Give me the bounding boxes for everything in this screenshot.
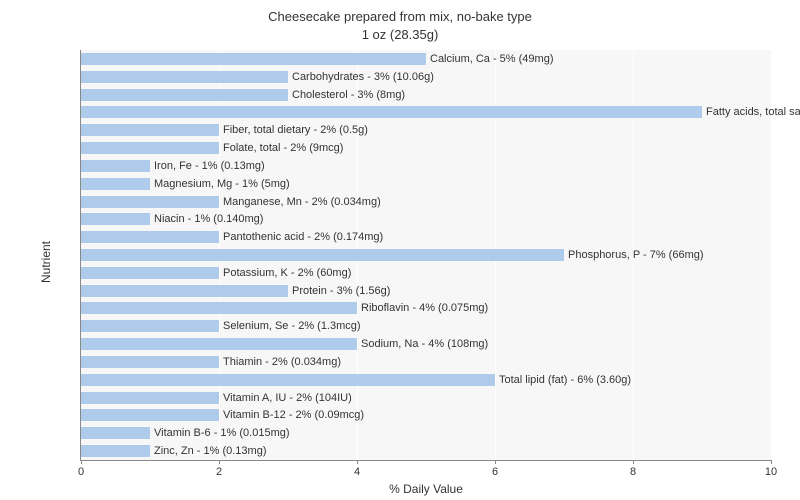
bar-row: Manganese, Mn - 2% (0.034mg): [81, 195, 771, 209]
bar: [81, 142, 219, 154]
bar: [81, 124, 219, 136]
bar-label: Fatty acids, total saturated - 9% (1.897…: [702, 105, 800, 119]
bar-row: Sodium, Na - 4% (108mg): [81, 337, 771, 351]
bar-row: Vitamin B-12 - 2% (0.09mcg): [81, 408, 771, 422]
bar-label: Sodium, Na - 4% (108mg): [357, 337, 488, 351]
x-tick-mark: [633, 460, 634, 464]
bar-row: Folate, total - 2% (9mcg): [81, 141, 771, 155]
chart-title: Cheesecake prepared from mix, no-bake ty…: [0, 0, 800, 44]
bar-row: Vitamin B-6 - 1% (0.015mg): [81, 426, 771, 440]
bar-row: Iron, Fe - 1% (0.13mg): [81, 159, 771, 173]
bar-label: Iron, Fe - 1% (0.13mg): [150, 159, 265, 173]
x-tick-mark: [219, 460, 220, 464]
bar: [81, 71, 288, 83]
bar-row: Selenium, Se - 2% (1.3mcg): [81, 319, 771, 333]
bar-label: Protein - 3% (1.56g): [288, 284, 390, 298]
bar: [81, 392, 219, 404]
x-tick-label: 2: [216, 466, 222, 478]
bar-row: Carbohydrates - 3% (10.06g): [81, 70, 771, 84]
bar: [81, 53, 426, 65]
bar-row: Potassium, K - 2% (60mg): [81, 266, 771, 280]
bar: [81, 409, 219, 421]
bar-row: Protein - 3% (1.56g): [81, 284, 771, 298]
bar: [81, 374, 495, 386]
x-tick-label: 8: [630, 466, 636, 478]
bar: [81, 213, 150, 225]
x-tick-label: 0: [78, 466, 84, 478]
bar: [81, 196, 219, 208]
bar: [81, 231, 219, 243]
x-tick-mark: [771, 460, 772, 464]
bar-label: Fiber, total dietary - 2% (0.5g): [219, 123, 368, 137]
x-tick-label: 10: [765, 466, 777, 478]
bar-label: Pantothenic acid - 2% (0.174mg): [219, 230, 383, 244]
bar: [81, 160, 150, 172]
bar: [81, 89, 288, 101]
bar: [81, 427, 150, 439]
bar: [81, 178, 150, 190]
bar-row: Pantothenic acid - 2% (0.174mg): [81, 230, 771, 244]
bar-label: Vitamin A, IU - 2% (104IU): [219, 391, 352, 405]
x-axis-title: % Daily Value: [389, 482, 463, 496]
bar-row: Niacin - 1% (0.140mg): [81, 212, 771, 226]
x-tick-label: 4: [354, 466, 360, 478]
bar-row: Fiber, total dietary - 2% (0.5g): [81, 123, 771, 137]
bar-row: Riboflavin - 4% (0.075mg): [81, 301, 771, 315]
title-line2: 1 oz (28.35g): [362, 27, 439, 42]
bar-label: Vitamin B-6 - 1% (0.015mg): [150, 426, 290, 440]
bar-label: Folate, total - 2% (9mcg): [219, 141, 343, 155]
bar-row: Zinc, Zn - 1% (0.13mg): [81, 444, 771, 458]
bar: [81, 106, 702, 118]
x-tick-mark: [357, 460, 358, 464]
bar-label: Riboflavin - 4% (0.075mg): [357, 301, 488, 315]
bar-row: Phosphorus, P - 7% (66mg): [81, 248, 771, 262]
bar-row: Vitamin A, IU - 2% (104IU): [81, 391, 771, 405]
bar-row: Magnesium, Mg - 1% (5mg): [81, 177, 771, 191]
bar: [81, 356, 219, 368]
x-tick-mark: [81, 460, 82, 464]
bar-label: Phosphorus, P - 7% (66mg): [564, 248, 704, 262]
bar-label: Carbohydrates - 3% (10.06g): [288, 70, 434, 84]
bar-row: Thiamin - 2% (0.034mg): [81, 355, 771, 369]
y-axis-title: Nutrient: [39, 241, 53, 283]
bar-label: Total lipid (fat) - 6% (3.60g): [495, 373, 631, 387]
bar-label: Cholesterol - 3% (8mg): [288, 88, 405, 102]
bar-row: Fatty acids, total saturated - 9% (1.897…: [81, 105, 771, 119]
bar: [81, 249, 564, 261]
bar-label: Zinc, Zn - 1% (0.13mg): [150, 444, 266, 458]
bar: [81, 267, 219, 279]
bar-label: Vitamin B-12 - 2% (0.09mcg): [219, 408, 364, 422]
bar: [81, 285, 288, 297]
bar-row: Total lipid (fat) - 6% (3.60g): [81, 373, 771, 387]
bar-label: Thiamin - 2% (0.034mg): [219, 355, 341, 369]
bar-label: Niacin - 1% (0.140mg): [150, 212, 263, 226]
bar-label: Potassium, K - 2% (60mg): [219, 266, 351, 280]
bar: [81, 302, 357, 314]
x-tick-label: 6: [492, 466, 498, 478]
bar-row: Calcium, Ca - 5% (49mg): [81, 52, 771, 66]
bar: [81, 445, 150, 457]
bar-label: Selenium, Se - 2% (1.3mcg): [219, 319, 361, 333]
bar-label: Magnesium, Mg - 1% (5mg): [150, 177, 290, 191]
title-line1: Cheesecake prepared from mix, no-bake ty…: [268, 9, 532, 24]
bar: [81, 320, 219, 332]
bar: [81, 338, 357, 350]
chart-plot-area: Nutrient % Daily Value 0246810Calcium, C…: [80, 50, 771, 461]
x-tick-mark: [495, 460, 496, 464]
bar-label: Manganese, Mn - 2% (0.034mg): [219, 195, 381, 209]
bar-row: Cholesterol - 3% (8mg): [81, 88, 771, 102]
bar-label: Calcium, Ca - 5% (49mg): [426, 52, 553, 66]
